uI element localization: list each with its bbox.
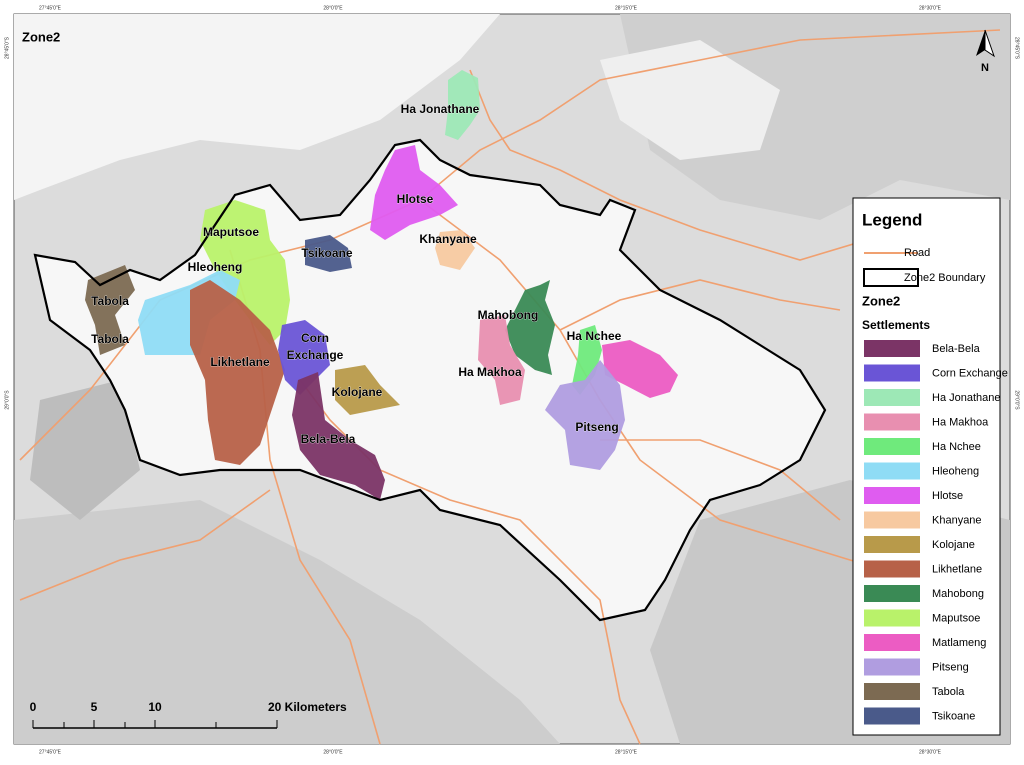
map-label: Tsikoane (301, 246, 352, 260)
legend-swatch (864, 609, 920, 627)
map-label: Likhetlane (210, 355, 270, 369)
legend-label: Khanyane (932, 514, 982, 526)
settlement-area (335, 365, 400, 415)
coord-label: 28°30'0"E (919, 5, 942, 11)
legend-label: Hlotse (932, 490, 963, 502)
scale-label: 10 (148, 700, 162, 714)
legend-label: Ha Makhoa (932, 416, 989, 428)
map-label: Tabola (91, 332, 129, 346)
legend-swatch (864, 364, 920, 382)
legend-label: Matlameng (932, 637, 986, 649)
map-label: Mahobong (478, 308, 539, 322)
legend-swatch (864, 438, 920, 455)
legend-swatch (864, 560, 920, 578)
coord-label: 28°0'0"E (323, 749, 343, 755)
settlement-area (370, 145, 458, 240)
map-label: Ha Nchee (567, 329, 622, 343)
map-label: Ha Jonathane (401, 102, 480, 116)
legend-swatch (864, 340, 920, 357)
coord-label: 28°45'0"S (4, 36, 10, 59)
legend-swatch (864, 389, 920, 406)
legend-label: Kolojane (932, 539, 975, 551)
coord-label: 28°0'0"E (323, 5, 343, 11)
legend-swatch (864, 585, 920, 602)
legend-label: Maputsoe (932, 612, 980, 624)
settlements (85, 70, 678, 500)
map-label: Corn (301, 331, 329, 345)
map-title: Zone2 (22, 29, 60, 44)
legend-label: Ha Jonathane (932, 392, 1001, 404)
coordinates: 27°45'0"E 28°0'0"E 28°15'0"E 28°30'0"E 2… (4, 5, 1019, 755)
settlement-area (435, 230, 475, 270)
legend-boundary: Zone2 Boundary (904, 272, 986, 284)
map-label: Pitseng (575, 420, 618, 434)
map-label: Khanyane (419, 232, 477, 246)
map-label: Kolojane (332, 385, 383, 399)
legend-label: Corn Exchange (932, 367, 1008, 379)
legend-zone: Zone2 (862, 293, 900, 308)
legend-label: Likhetlane (932, 563, 982, 575)
coord-label: 27°45'0"E (39, 749, 62, 755)
map-label: Bela-Bela (301, 432, 356, 446)
legend-swatch (864, 707, 920, 725)
legend: Legend Road Zone2 Boundary Zone2 Settlem… (852, 197, 1008, 736)
settlement-area (305, 235, 352, 272)
coord-label: 28°30'0"E (919, 749, 942, 755)
settlement-area (602, 340, 678, 398)
map-labels: Ha Jonathane Hlotse Khanyane Maputsoe Ts… (91, 102, 622, 447)
legend-swatch (864, 634, 920, 651)
coord-label: 29°0'0"S (1014, 390, 1020, 410)
north-label: N (981, 62, 989, 74)
legend-swatch (864, 658, 920, 676)
north-arrow: N (976, 29, 995, 74)
legend-swatch (864, 413, 920, 431)
settlement-area (190, 280, 285, 465)
coord-label: 28°15'0"E (615, 5, 638, 11)
legend-swatch (864, 511, 920, 529)
legend-label: Hleoheng (932, 465, 979, 477)
legend-swatch (864, 683, 920, 700)
settlement-area (505, 280, 555, 375)
legend-label: Pitseng (932, 661, 969, 673)
map-label: Tabola (91, 294, 129, 308)
map-label: Exchange (287, 348, 344, 362)
coord-label: 28°15'0"E (615, 749, 638, 755)
map-label: Ha Makhoa (458, 365, 522, 379)
settlement-area (572, 325, 602, 395)
scale-label: 5 (91, 700, 98, 714)
scale-label: 20 Kilometers (268, 700, 347, 714)
map-label: Maputsoe (203, 225, 259, 239)
coord-label: 29°0'0"S (4, 390, 10, 410)
legend-label: Bela-Bela (932, 343, 981, 355)
settlement-area (445, 70, 480, 140)
settlement-area (545, 360, 625, 470)
legend-label: Mahobong (932, 588, 984, 600)
scale-label: 0 (30, 700, 37, 714)
settlement-area (292, 372, 385, 500)
legend-subtitle: Settlements (862, 318, 930, 332)
legend-swatch (864, 487, 920, 504)
legend-title: Legend (862, 210, 922, 229)
legend-label: Tabola (932, 686, 965, 698)
legend-swatch (864, 536, 920, 553)
legend-label: Ha Nchee (932, 441, 981, 453)
map-label: Hleoheng (188, 260, 243, 274)
legend-road: Road (904, 247, 930, 259)
settlement-area (200, 200, 290, 345)
coord-label: 28°45'0"S (1014, 37, 1020, 60)
zone-boundary (33, 138, 827, 622)
scale-bar: 0 5 10 20 Kilometers (30, 700, 347, 729)
settlement-area (85, 265, 135, 355)
coord-label: 27°45'0"E (39, 5, 62, 11)
legend-label: Tsikoane (932, 710, 975, 722)
map-label: Hlotse (397, 192, 434, 206)
legend-swatch (864, 462, 920, 480)
settlement-area (478, 315, 525, 405)
